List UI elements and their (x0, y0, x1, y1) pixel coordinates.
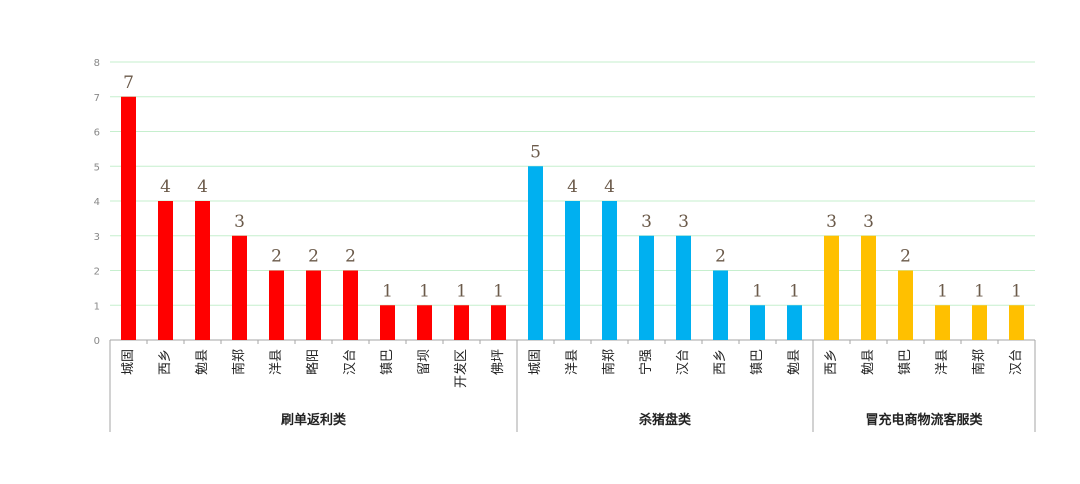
bar-开发区 (454, 305, 469, 340)
data-label: 1 (789, 281, 800, 301)
category-label: 镇巴 (380, 349, 395, 375)
bar-洋县 (935, 305, 950, 340)
category-label: 镇巴 (750, 349, 765, 375)
data-label: 4 (197, 177, 208, 197)
bar-城固 (528, 166, 543, 340)
bar-镇巴 (380, 305, 395, 340)
bar-西乡 (713, 270, 728, 340)
category-label: 宁强 (638, 349, 654, 375)
data-label: 3 (234, 212, 245, 232)
bar-勉县 (787, 305, 802, 340)
bar-西乡 (158, 201, 173, 340)
category-label: 城固 (121, 349, 136, 375)
bar-勉县 (195, 201, 210, 340)
data-label: 1 (937, 281, 948, 301)
data-label: 4 (604, 177, 615, 197)
category-label: 南郑 (231, 349, 247, 375)
category-label: 略阳 (305, 349, 321, 375)
bar-汉台 (676, 235, 691, 340)
category-label: 西乡 (713, 349, 728, 375)
data-label: 1 (382, 281, 393, 301)
bar-佛坪 (491, 305, 506, 340)
y-tick-label: 7 (94, 93, 100, 104)
category-label: 洋县 (935, 349, 950, 375)
category-label: 南郑 (971, 349, 987, 375)
y-tick-label: 2 (94, 267, 100, 278)
bar-西乡 (824, 235, 839, 340)
group-label: 刷单返利类 (281, 412, 347, 428)
bar-南郑 (972, 305, 987, 340)
y-tick-label: 8 (94, 58, 100, 69)
bar-勉县 (861, 235, 876, 340)
category-label: 汉台 (343, 349, 358, 375)
data-label: 1 (456, 281, 467, 301)
data-label: 2 (900, 247, 911, 267)
category-label: 城固 (528, 349, 543, 375)
data-label: 4 (567, 177, 578, 197)
category-label: 开发区 (453, 349, 469, 388)
category-label: 镇巴 (898, 349, 913, 375)
data-label: 1 (752, 281, 763, 301)
data-label: 3 (863, 212, 874, 232)
data-label: 1 (419, 281, 430, 301)
bar-留坝 (417, 305, 432, 340)
category-label: 西乡 (824, 349, 839, 375)
y-tick-label: 3 (94, 232, 100, 243)
data-label: 2 (345, 247, 356, 267)
data-label: 2 (715, 247, 726, 267)
category-label: 西乡 (158, 349, 173, 375)
data-label: 1 (493, 281, 504, 301)
category-label: 洋县 (565, 349, 580, 375)
bar-洋县 (565, 201, 580, 340)
data-label: 3 (678, 212, 689, 232)
group-label: 冒充电商物流客服类 (865, 412, 983, 428)
category-label: 留坝 (417, 349, 432, 375)
bar-南郑 (602, 201, 617, 340)
data-label: 3 (826, 212, 837, 232)
y-tick-label: 4 (94, 197, 100, 208)
y-tick-label: 6 (94, 128, 100, 139)
data-label: 1 (1011, 281, 1022, 301)
bar-略阳 (306, 270, 321, 340)
category-label: 汉台 (676, 349, 691, 375)
y-tick-label: 0 (94, 336, 100, 347)
category-label: 汉台 (1009, 349, 1024, 375)
y-tick-label: 5 (94, 162, 100, 173)
category-label: 佛坪 (491, 349, 506, 375)
bar-宁强 (639, 235, 654, 340)
y-tick-label: 1 (94, 301, 100, 312)
data-label: 2 (271, 247, 282, 267)
data-label: 1 (974, 281, 985, 301)
bar-汉台 (343, 270, 358, 340)
category-label: 洋县 (269, 349, 284, 375)
data-label: 3 (641, 212, 652, 232)
data-label: 2 (308, 247, 319, 267)
category-label: 勉县 (195, 349, 210, 375)
bar-南郑 (232, 235, 247, 340)
data-label: 4 (160, 177, 171, 197)
bar-洋县 (269, 270, 284, 340)
data-label: 7 (123, 73, 134, 93)
data-label: 5 (530, 142, 541, 162)
group-label: 杀猪盘类 (639, 412, 692, 428)
bar-镇巴 (898, 270, 913, 340)
bar-镇巴 (750, 305, 765, 340)
category-label: 南郑 (601, 349, 617, 375)
bar-汉台 (1009, 305, 1024, 340)
category-label: 勉县 (861, 349, 876, 375)
bar-城固 (121, 96, 136, 340)
category-label: 勉县 (787, 349, 802, 375)
